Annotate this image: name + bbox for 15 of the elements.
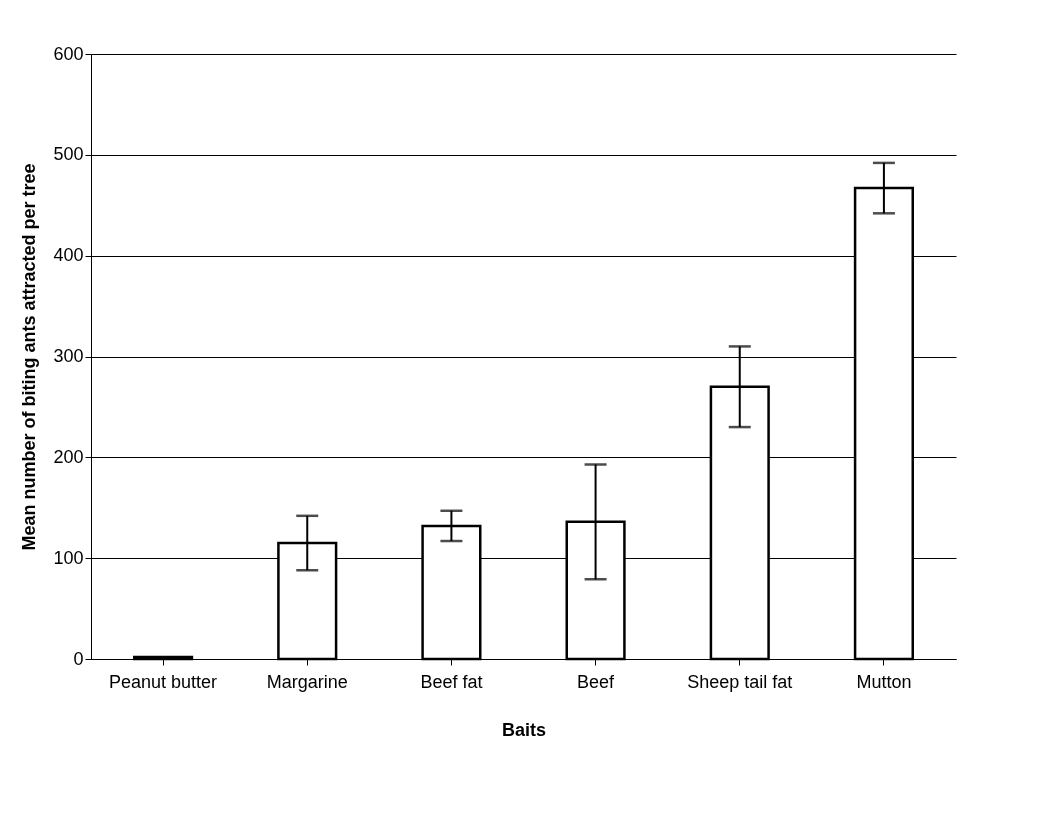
y-tick-label: 100: [53, 547, 84, 568]
y-tick-label: 500: [53, 144, 84, 165]
x-tick-label: Sheep tail fat: [687, 671, 793, 692]
y-tick-label: 400: [53, 245, 84, 266]
x-tick-label: Mutton: [856, 671, 912, 692]
x-tick-label: Peanut butter: [109, 671, 218, 692]
y-tick-label: 300: [53, 346, 84, 366]
x-tick-label: Beef fat: [420, 671, 483, 692]
x-tick-label: Beef: [577, 671, 616, 692]
y-tick-label: 0: [73, 648, 84, 669]
y-tick-label: 600: [53, 43, 84, 64]
x-axis-title: Baits: [501, 719, 547, 740]
x-tick-label: Margarine: [266, 671, 348, 692]
y-tick-label: 200: [53, 446, 84, 467]
y-axis-title: Mean number of biting ants attracted per tree: [19, 163, 40, 551]
